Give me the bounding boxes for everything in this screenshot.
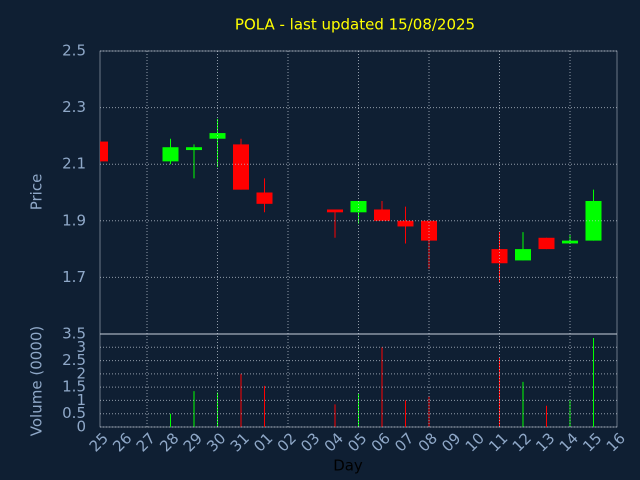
y-tick-label: 1.9 — [62, 211, 86, 229]
y-axis-label: Price — [28, 174, 46, 211]
chart-title: POLA - last updated 15/08/2025 — [235, 16, 475, 34]
candle-body — [100, 141, 108, 162]
candle-body — [186, 147, 202, 151]
candle-body — [162, 147, 179, 162]
candle-body — [538, 237, 555, 250]
volume-axis-label: Volume (0000) — [28, 326, 46, 436]
volume-tick-label: 3.5 — [62, 325, 86, 343]
volume-tick-label: 0.5 — [62, 404, 86, 422]
candle-body — [327, 209, 343, 213]
candle-body — [515, 249, 531, 261]
candle-body — [233, 144, 249, 190]
y-tick-label: 2.3 — [62, 98, 86, 116]
candle-body — [421, 220, 437, 241]
candle-body — [350, 200, 367, 213]
y-tick-label: 2.1 — [62, 155, 86, 173]
x-axis-label: Day — [333, 457, 363, 475]
candle-body — [585, 200, 602, 241]
volume-tick-label: 3 — [76, 338, 86, 356]
volume-tick-label: 1 — [76, 391, 86, 409]
volume-tick-label: 2 — [76, 364, 86, 382]
volume-tick-label: 1.5 — [62, 378, 86, 396]
y-tick-label: 1.7 — [62, 268, 86, 286]
y-tick-label: 2.5 — [62, 42, 86, 60]
candle-body — [397, 220, 414, 227]
candle-body — [562, 240, 578, 244]
candle-body — [491, 249, 508, 264]
volume-tick-label: 2.5 — [62, 351, 86, 369]
candle-body — [374, 209, 390, 221]
volume-tick-label: 0 — [76, 418, 86, 436]
candle-body — [256, 192, 273, 204]
